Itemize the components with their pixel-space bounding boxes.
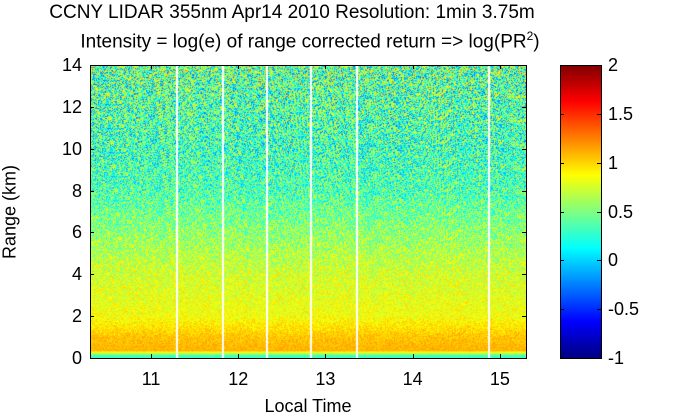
colorbar	[560, 65, 601, 358]
x-tick-label: 12	[228, 369, 249, 389]
subtitle-text: Intensity = log(e) of range corrected re…	[80, 31, 527, 53]
subtitle-suffix: )	[533, 31, 540, 53]
colorbar-tick-label: -0.5	[608, 299, 640, 320]
tick-mark	[560, 113, 564, 115]
tick-mark	[597, 358, 601, 359]
x-tick-label: 11	[141, 369, 161, 389]
tick-mark	[90, 148, 94, 150]
tick-mark	[90, 274, 94, 276]
tick-mark	[412, 65, 414, 69]
tick-mark	[522, 148, 526, 150]
tick-mark	[151, 354, 153, 358]
colorbar-tick-label: 2	[608, 55, 619, 75]
tick-mark	[560, 211, 564, 213]
x-tick-label: 13	[315, 369, 336, 389]
tick-mark	[597, 162, 601, 164]
tick-mark	[238, 354, 240, 358]
y-tick-label: 12	[61, 96, 82, 117]
tick-mark	[522, 232, 526, 234]
tick-mark	[499, 354, 501, 358]
tick-mark	[325, 354, 327, 358]
tick-mark	[597, 65, 601, 66]
chart-title: CCNY LIDAR 355nm Apr14 2010 Resolution: …	[49, 2, 535, 23]
tick-mark	[522, 190, 526, 192]
tick-mark	[560, 65, 564, 66]
tick-mark	[560, 358, 564, 359]
colorbar-tick-label: 1	[608, 152, 619, 173]
y-tick-label: 10	[61, 138, 82, 159]
chart-subtitle: Intensity = log(e) of range corrected re…	[0, 29, 660, 53]
colorbar-tick-label: -1	[608, 348, 625, 368]
x-tick-label: 15	[489, 369, 510, 389]
tick-mark	[412, 354, 414, 358]
y-tick-label: 2	[71, 306, 82, 327]
x-tick-label: 14	[402, 369, 423, 389]
tick-mark	[560, 260, 564, 262]
colorbar-tick-label: 0	[608, 250, 619, 271]
tick-mark	[90, 106, 94, 108]
tick-mark	[522, 65, 526, 66]
y-tick-label: 8	[71, 180, 82, 201]
colorbar-tick-label: 1.5	[608, 103, 634, 124]
tick-mark	[560, 309, 564, 311]
tick-mark	[151, 65, 153, 69]
tick-mark	[238, 65, 240, 69]
tick-mark	[90, 190, 94, 192]
heatmap-plot	[90, 65, 526, 358]
tick-mark	[522, 316, 526, 318]
y-tick-label: 0	[71, 348, 82, 368]
tick-mark	[325, 65, 327, 69]
colorbar-tick-label: 0.5	[608, 201, 634, 222]
tick-mark	[597, 309, 601, 311]
tick-mark	[597, 113, 601, 115]
tick-mark	[90, 358, 94, 359]
tick-mark	[597, 260, 601, 262]
tick-mark	[522, 358, 526, 359]
y-tick-label: 14	[61, 55, 82, 75]
tick-mark	[90, 65, 94, 66]
tick-mark	[90, 232, 94, 234]
x-axis-label: Local Time	[264, 396, 352, 416]
y-axis-label: Range (km)	[0, 164, 20, 260]
subtitle-superscript: 2	[526, 29, 534, 43]
y-tick-label: 6	[71, 222, 82, 243]
tick-mark	[560, 162, 564, 164]
tick-mark	[597, 211, 601, 213]
tick-mark	[90, 316, 94, 318]
tick-mark	[499, 65, 501, 69]
y-tick-label: 4	[71, 264, 82, 285]
tick-mark	[522, 106, 526, 108]
tick-mark	[522, 274, 526, 276]
